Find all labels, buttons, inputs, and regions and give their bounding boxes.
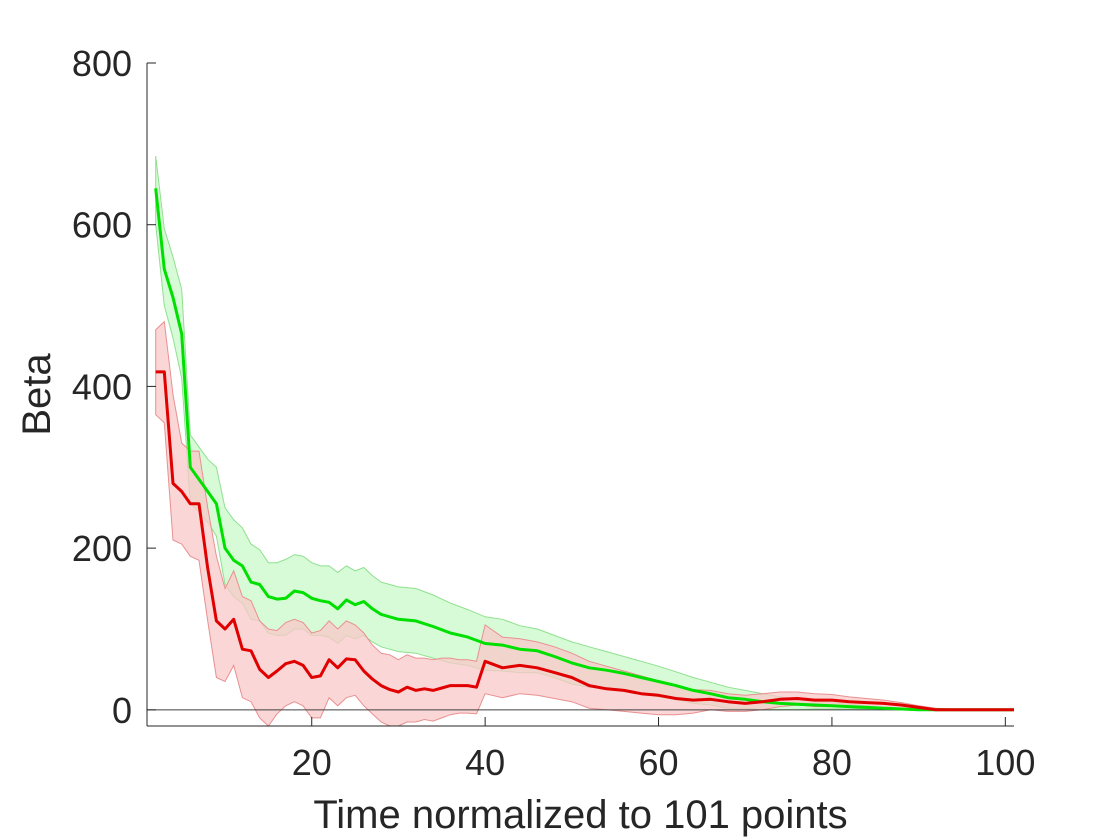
y-tick-label: 400 xyxy=(72,366,132,407)
x-tick-label: 80 xyxy=(812,742,852,783)
series-lines xyxy=(154,188,1014,712)
y-ticks: 0 200 400 600 800 xyxy=(72,43,156,731)
axes xyxy=(146,63,1014,727)
series-2-line xyxy=(155,370,1014,712)
x-ticks: 20 40 60 80 100 xyxy=(292,717,1035,783)
y-tick-label: 200 xyxy=(72,528,132,569)
confidence-bands xyxy=(155,155,1014,727)
x-tick-label: 20 xyxy=(292,742,332,783)
x-tick-label: 40 xyxy=(465,742,505,783)
series-1-line xyxy=(154,188,1014,712)
x-tick-label: 60 xyxy=(639,742,679,783)
x-tick-label: 100 xyxy=(975,742,1035,783)
y-tick-label: 800 xyxy=(72,43,132,84)
x-axis-title: Time normalized to 101 points xyxy=(313,793,847,837)
y-tick-label: 0 xyxy=(112,690,132,731)
y-axis-title: Beta xyxy=(15,353,59,436)
y-tick-label: 600 xyxy=(72,205,132,246)
